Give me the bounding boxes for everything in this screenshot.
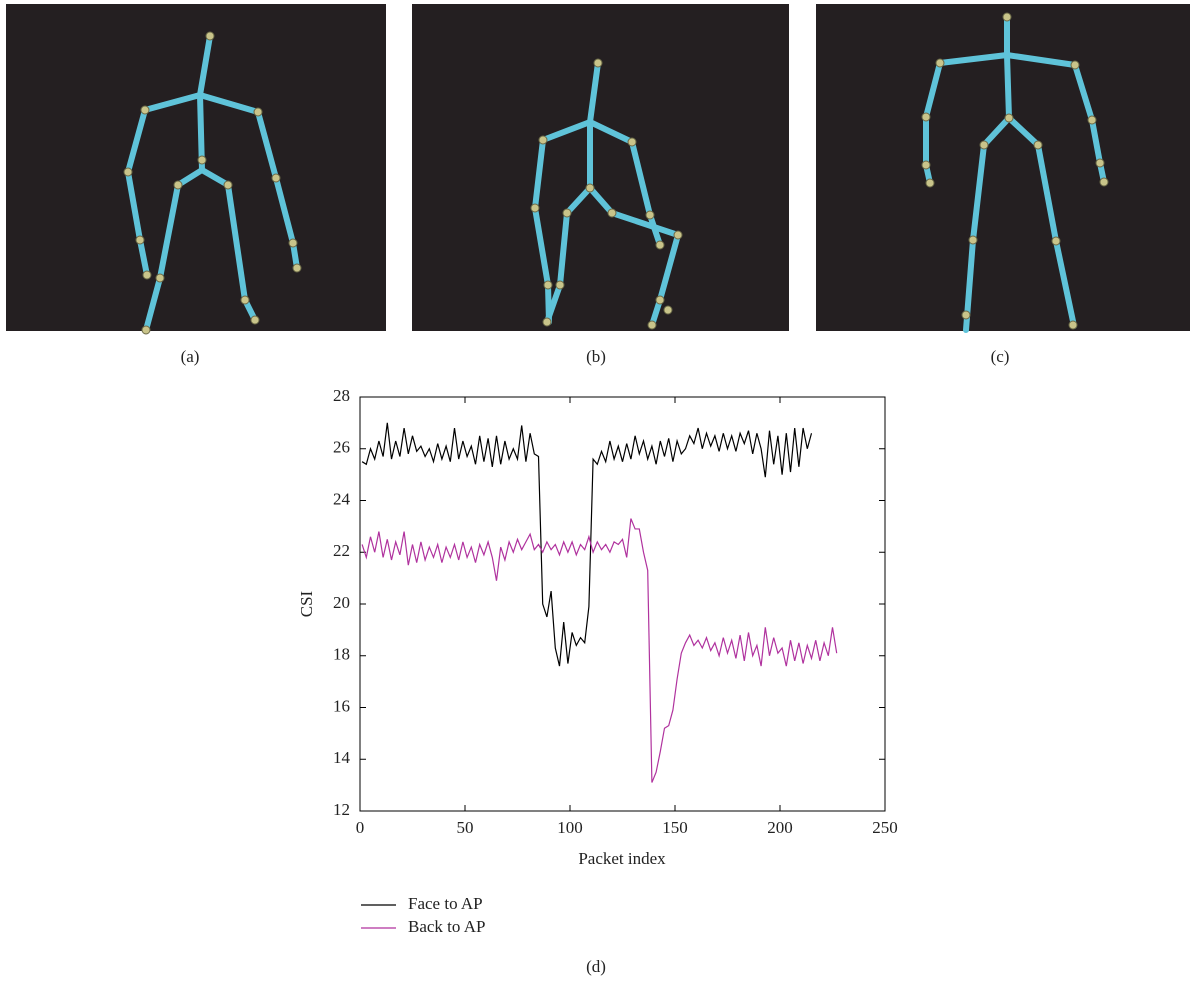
panel-label: (d) bbox=[586, 957, 606, 976]
x-tick-label: 100 bbox=[557, 818, 583, 837]
legend-label: Face to AP bbox=[408, 894, 483, 913]
skeleton-panel-a bbox=[6, 4, 386, 335]
skeleton-panel-c bbox=[816, 4, 1190, 333]
x-tick-label: 200 bbox=[767, 818, 793, 837]
y-tick-label: 16 bbox=[333, 696, 350, 715]
legend-label: Back to AP bbox=[408, 917, 485, 936]
panel-label: (b) bbox=[586, 347, 606, 366]
x-tick-label: 250 bbox=[872, 818, 898, 837]
y-tick-label: 18 bbox=[333, 645, 350, 664]
y-tick-label: 24 bbox=[333, 489, 351, 508]
y-axis-label: CSI bbox=[297, 590, 316, 617]
y-tick-label: 14 bbox=[333, 748, 351, 767]
panel-label: (a) bbox=[181, 347, 200, 366]
x-tick-label: 50 bbox=[457, 818, 474, 837]
x-axis-label: Packet index bbox=[578, 849, 666, 868]
y-tick-label: 22 bbox=[333, 541, 350, 560]
y-tick-label: 26 bbox=[333, 438, 350, 457]
y-tick-label: 28 bbox=[333, 386, 350, 405]
y-tick-label: 12 bbox=[333, 800, 350, 819]
x-tick-label: 150 bbox=[662, 818, 688, 837]
data-line bbox=[361, 422, 813, 667]
y-tick-label: 20 bbox=[333, 593, 350, 612]
x-tick-label: 0 bbox=[356, 818, 365, 837]
skeleton-panel-b bbox=[412, 4, 789, 331]
data-line bbox=[361, 518, 838, 783]
panel-label: (c) bbox=[991, 347, 1010, 366]
